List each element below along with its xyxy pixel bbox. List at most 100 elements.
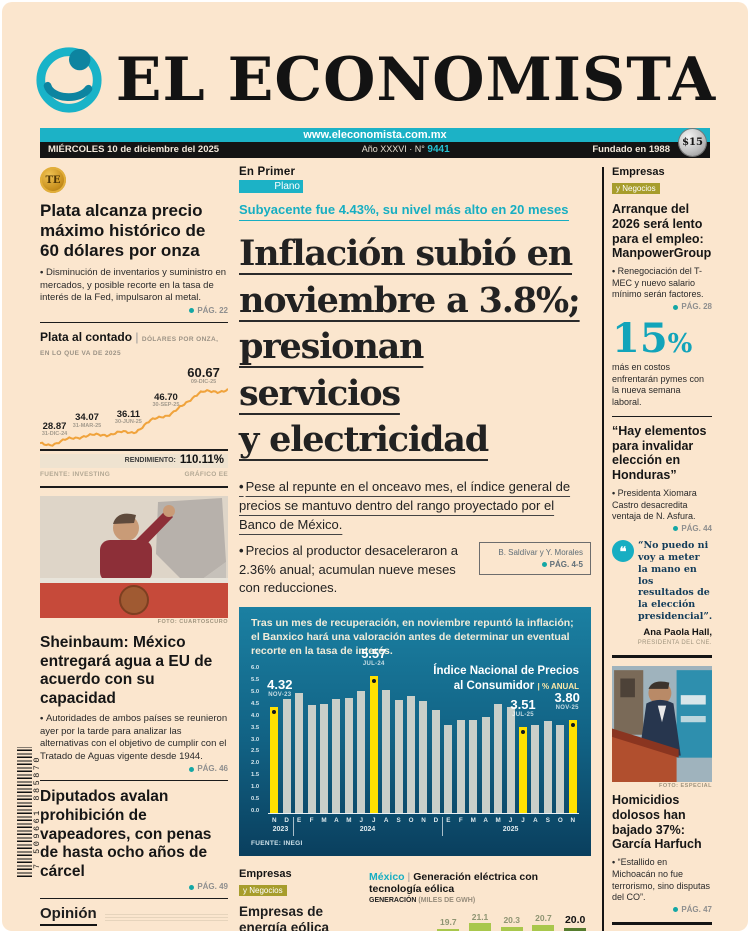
- story-vapeadores-pageref: PÁG. 49: [40, 883, 228, 891]
- opinion-title: Opinión: [40, 906, 97, 927]
- page-number: PÁG. 4-5: [549, 559, 583, 569]
- inpc-callout-value: 3.51: [510, 696, 536, 712]
- inpc-bar: [282, 698, 291, 814]
- tag-y-negocios: y Negocios: [612, 183, 660, 194]
- divider: [40, 486, 228, 489]
- newspaper-title: EL ECONOMISTA: [115, 45, 717, 115]
- inpc-bar-slot: [280, 698, 292, 814]
- inpc-bar-slot: [305, 704, 317, 814]
- eolica-chart: México | Generación eléctrica con tecnol…: [369, 869, 591, 931]
- quote-text: “No puedo ni voy a meter la mano en los …: [638, 539, 713, 623]
- story-vapeadores: Diputados avalan prohibición de vapeador…: [40, 788, 228, 891]
- inpc-bar-slot: [542, 720, 554, 814]
- page-number: PÁG. 28: [681, 302, 712, 312]
- divider: [40, 898, 228, 900]
- eolica-bar-slot: 20.3: [496, 915, 528, 931]
- inpc-chart-title: Índice Nacional de Precios al Consumidor…: [421, 664, 579, 693]
- inpc-chart-box: Tras un mes de recuperación, en noviembr…: [239, 606, 591, 856]
- inpc-x-tick-label: M: [470, 817, 476, 825]
- inpc-year-separator: [292, 817, 294, 837]
- plata-annotation-label: 30-JUN-25: [114, 419, 142, 426]
- page-dot: [189, 766, 195, 772]
- inpc-x-tick-label: N: [271, 817, 277, 825]
- eolica-bar-value: 16.7: [408, 929, 425, 931]
- sheinbaum-photo-credit: FOTO: CUARTOSCURO: [157, 619, 228, 626]
- story-sheinbaum: FOTO: CUARTOSCURO Sheinbaum: México entr…: [40, 496, 228, 773]
- inpc-title-text: Índice Nacional de Precios al Consumidor: [433, 665, 579, 692]
- plata-chart-unit: DÓLARES POR ONZA, EN LO QUE VA DE 2025: [40, 335, 219, 358]
- inpc-y-tick-label: 2.5: [251, 748, 260, 755]
- yield-label: RENDIMIENTO:: [124, 457, 176, 465]
- stat-15-value: 15%: [612, 319, 712, 359]
- story-eolica-headline: Empresas de energía eólica prevén crecer…: [239, 903, 330, 931]
- headline-line: noviembre a 3.8%;: [239, 279, 581, 321]
- eolica-ylabel-paren: (MILES DE GWH): [418, 896, 476, 904]
- inpc-x-tick-label: E: [296, 817, 302, 825]
- edition-prefix: Año XXXVI · N°: [361, 144, 425, 154]
- inpc-x-tick-label: A: [533, 817, 538, 825]
- opinion-header: Opinión: [40, 906, 228, 927]
- inpc-callout: 3.51 JUL-25: [510, 698, 535, 720]
- inpc-x-tick-label: F: [309, 817, 314, 825]
- inpc-bar-slot: [417, 701, 429, 814]
- inpc-callout-value: 4.32: [267, 676, 293, 692]
- page-number: PÁG. 47: [681, 904, 712, 914]
- story-manpower-pageref: PÁG. 28: [612, 303, 712, 311]
- inpc-bar: [369, 676, 378, 814]
- inpc-bar: [431, 709, 440, 814]
- inpc-bar-slot: [529, 725, 541, 814]
- eolica-title-text: Generación eléctrica con tecnología eóli…: [369, 870, 539, 896]
- inpc-x-years: 2023 2024 2025: [268, 826, 579, 836]
- inpc-x-tick-label: J: [371, 817, 376, 825]
- tag-plano: Plano: [239, 179, 303, 193]
- plata-annotation: 36.11 30-JUN-25: [115, 410, 142, 427]
- inpc-bar-slot: [554, 725, 566, 814]
- inpc-y-tick-label: 3.0: [251, 736, 260, 743]
- story-vapeadores-headline: Diputados avalan prohibición de vapeador…: [40, 788, 212, 880]
- story-harfuch-headline: Homicidios dolosos han bajado 37%: Garcí…: [612, 793, 702, 852]
- eolica-bar-value: 20.0: [564, 914, 586, 927]
- inpc-x-tick-label: O: [408, 817, 414, 825]
- masthead-top: EL ECONOMISTA: [36, 38, 715, 122]
- section-tag-empresas: Empresas y Negocios: [239, 867, 357, 898]
- plata-annotation-value: 46.70: [154, 391, 178, 403]
- story-sheinbaum-pageref: PÁG. 46: [40, 765, 228, 773]
- story-plata-headline: Plata alcanza precio máximo histórico de…: [40, 201, 206, 261]
- page-dot: [189, 308, 195, 314]
- story-manpower-headline: Arranque del 2026 será lento para el emp…: [612, 202, 712, 261]
- headline-line: Inflación subió en: [239, 233, 573, 275]
- bottom-center-section: Empresas y Negocios Empresas de energía …: [239, 867, 591, 931]
- title-separator: |: [407, 870, 411, 883]
- main-headline: Inflación subió en noviembre a 3.8%; pre…: [239, 231, 591, 464]
- headline-line: y electricidad: [239, 419, 489, 461]
- inpc-y-axis: 6.0 5.5 5.0 4.5 4.0 3.5 3.0 2.5 2.0 1.5 1.0 0.5 0.0: [251, 666, 268, 814]
- inpc-bar-slot: [380, 690, 392, 814]
- price-badge: $15: [679, 129, 706, 156]
- inpc-x-tick-label: E: [446, 817, 451, 825]
- inpc-bar: [357, 690, 366, 814]
- inpc-x-tick-label: J: [508, 817, 513, 825]
- inpc-bar: [506, 706, 515, 814]
- divider: [612, 415, 712, 417]
- plata-source: FUENTE: INVESTING: [40, 470, 111, 478]
- eolica-bar-value: 21.1: [471, 911, 489, 922]
- page-number: PÁG. 49: [197, 882, 228, 892]
- plata-annotation: 28.87 31-DIC-24: [42, 422, 67, 439]
- plata-annotation-value: 28.87: [42, 420, 67, 432]
- page-dot: [189, 884, 195, 890]
- plata-annotation-label: 30-SEP-25: [152, 402, 180, 409]
- plata-line: [40, 387, 228, 447]
- quote-icon: ❝: [612, 539, 634, 562]
- plata-annotation: 46.70 30-SEP-25: [153, 393, 180, 410]
- tag-empresas: Empresas: [239, 867, 292, 880]
- inpc-callout-label: JUL-24: [362, 661, 385, 668]
- inpc-plot-wrap: Índice Nacional de Precios al Consumidor…: [267, 647, 580, 837]
- plata-line-svg: [40, 387, 228, 447]
- story-sheinbaum-headline: Sheinbaum: México entregará agua a EU de…: [40, 633, 213, 707]
- inpc-x-tick-label: M: [346, 817, 352, 825]
- inpc-y-tick-label: 4.0: [251, 712, 260, 719]
- story-sheinbaum-bullet: Autoridades de ambos países se reunieron…: [40, 713, 228, 763]
- story-salud-wrap: Producción del sector salud fue 5.2% del…: [612, 921, 712, 931]
